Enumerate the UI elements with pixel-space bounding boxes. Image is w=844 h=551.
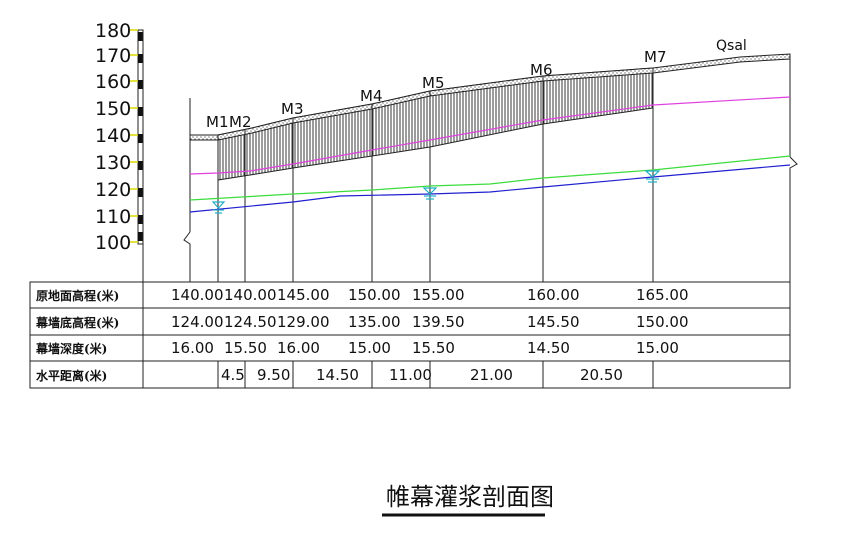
table-cell: 135.00 [348,313,401,331]
water-level-symbol-1 [211,201,226,214]
table-cell: 14.50 [316,366,359,384]
water-line-upper [189,155,791,201]
water-level-symbol-3 [644,170,661,183]
row-label: 水平距离(米) [36,368,107,383]
table-cell: 15.00 [636,339,679,357]
table-cell: 4.5 [221,366,245,384]
point-label-m5: M5 [422,74,445,92]
table-cell: 21.00 [470,366,513,384]
stratum-label: Qsal [716,38,747,54]
table-row-horizontal-distance: 水平距离(米) 4.5 9.50 14.50 11.00 21.00 20.50 [36,366,623,384]
axis-label-160: 160 [95,71,131,93]
point-labels: M1 M2 M3 M4 M5 M6 M7 Qsal [206,38,747,131]
table-row-curtain-bottom-elevation: 幕墙底高程(米) 124.00 124.50 129.00 135.00 139… [35,313,689,331]
point-label-m6: M6 [530,61,553,79]
axis-label-170: 170 [95,45,131,67]
table-cell: 160.00 [527,286,580,304]
point-label-m3: M3 [281,100,304,118]
point-label-m2: M2 [229,113,252,131]
point-label-m4: M4 [360,87,383,105]
water-line-lower [189,164,791,213]
axis-label-180: 180 [95,20,131,42]
point-label-m1: M1 [206,113,229,131]
ruler-ticks [129,29,138,243]
table-cell: 15.50 [224,339,267,357]
table-cell: 165.00 [636,286,689,304]
row-label: 原地面高程(米) [36,288,119,303]
table-cell: 140.00 [171,286,224,304]
table-cell: 155.00 [412,286,465,304]
table-row-curtain-depth: 幕墙深度(米) 16.00 15.50 16.00 15.00 15.50 14… [35,339,679,357]
data-table: 原地面高程(米) 140.00 140.00 145.00 150.00 155… [29,281,791,389]
row-label: 幕墙深度(米) [35,341,107,356]
table-grid [29,281,791,389]
table-cell: 15.00 [348,339,391,357]
axis-label-110: 110 [95,206,131,228]
point-label-m7: M7 [644,48,667,66]
table-cell: 150.00 [636,313,689,331]
table-row-ground-elevation: 原地面高程(米) 140.00 140.00 145.00 150.00 155… [36,286,689,304]
table-cell: 9.50 [257,366,290,384]
row-label: 幕墙底高程(米) [35,315,119,330]
water-level-symbol-2 [422,187,438,200]
table-cell: 16.00 [171,339,214,357]
table-cell: 14.50 [527,339,570,357]
table-cell: 140.00 [224,286,277,304]
table-cell: 20.50 [580,366,623,384]
table-cell: 150.00 [348,286,401,304]
drawing-title: 帷幕灌浆剖面图 [386,483,554,511]
table-cell: 145.50 [527,313,580,331]
axis-label-140: 140 [95,125,131,147]
table-cell: 139.50 [412,313,465,331]
axis-label-130: 130 [95,152,131,174]
table-cell: 16.00 [277,339,320,357]
table-cell: 11.00 [389,366,432,384]
water-level-symbols [211,170,661,214]
table-cell: 124.50 [224,313,277,331]
curtain-bottom-line [189,96,791,175]
axis-label-150: 150 [95,98,131,120]
axis-label-100: 100 [95,232,131,254]
axis-label-120: 120 [95,179,131,201]
table-cell: 15.50 [412,339,455,357]
table-cell: 129.00 [277,313,330,331]
table-cell: 124.00 [171,313,224,331]
drawing-title-block: 帷幕灌浆剖面图 [382,483,554,517]
elevation-ruler: 180 170 160 150 140 130 120 110 100 [95,20,144,282]
table-cell: 145.00 [277,286,330,304]
profile-boundaries [183,54,798,282]
ruler-stripes [138,32,143,241]
